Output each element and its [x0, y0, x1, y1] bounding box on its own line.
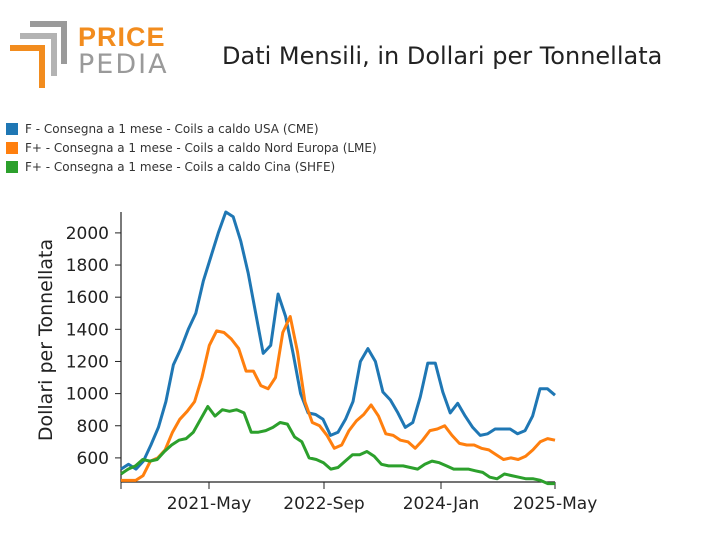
y-tick-label: 600	[77, 449, 109, 469]
legend-swatch-nord-europa	[6, 141, 18, 154]
legend-swatch-cina	[6, 160, 18, 173]
y-axis-label: Dollari per Tonnellata	[35, 239, 57, 441]
y-tick-label: 2000	[66, 224, 109, 244]
logo-word-price: PRICE	[78, 22, 166, 52]
legend-swatch-usa	[6, 122, 18, 135]
legend-label-cina: F+ - Consegna a 1 mese - Coils a caldo C…	[25, 159, 336, 174]
y-tick-label: 800	[77, 417, 109, 437]
y-tick-label: 1600	[66, 288, 109, 308]
y-tick-label: 1200	[66, 352, 109, 372]
legend-label-nord-europa: F+ - Consegna a 1 mese - Coils a caldo N…	[25, 140, 377, 155]
legend-item-cina[interactable]: F+ - Consegna a 1 mese - Coils a caldo C…	[6, 157, 377, 176]
chart-title: Dati Mensili, in Dollari per Tonnellata	[222, 42, 663, 70]
pricepedia-logo: PRICE PEDIA	[8, 20, 168, 95]
x-tick-label: 2021-May	[167, 494, 252, 514]
x-tick-label: 2022-Sep	[283, 494, 364, 514]
y-tick-label: 1800	[66, 256, 109, 276]
chart-legend: F - Consegna a 1 mese - Coils a caldo US…	[6, 119, 377, 176]
series-line-cina	[120, 405, 555, 486]
legend-item-nord-europa[interactable]: F+ - Consegna a 1 mese - Coils a caldo N…	[6, 138, 377, 157]
series-line-nord-europa	[121, 315, 556, 482]
y-tick-label: 1000	[66, 385, 109, 405]
legend-item-usa[interactable]: F - Consegna a 1 mese - Coils a caldo US…	[6, 119, 377, 138]
series-line-usa	[120, 210, 556, 471]
legend-label-usa: F - Consegna a 1 mese - Coils a caldo US…	[25, 121, 319, 136]
x-tick-label: 2024-Jan	[403, 494, 480, 514]
logo-mark-icon	[10, 21, 67, 88]
x-tick-label: 2025-May	[513, 494, 598, 514]
logo-word-pedia: PEDIA	[78, 49, 169, 80]
y-tick-label: 1400	[66, 320, 109, 340]
